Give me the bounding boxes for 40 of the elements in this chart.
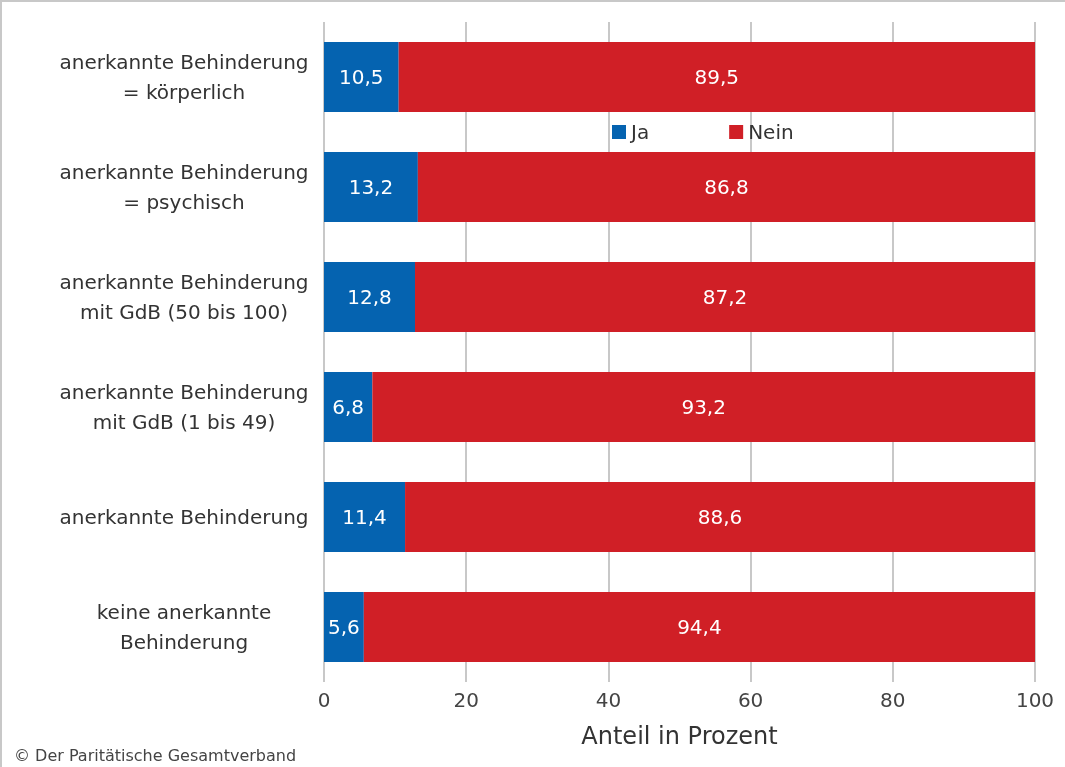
y-tick-label: anerkannte Behinderung = körperlich	[59, 50, 309, 104]
data-label: 93,2	[681, 395, 726, 419]
data-label: 10,5	[339, 65, 384, 89]
y-tick-label: anerkannte Behinderung mit GdB (1 bis 49)	[59, 380, 309, 434]
bar	[372, 372, 1035, 442]
bar	[324, 42, 399, 112]
bar	[324, 262, 416, 332]
bar	[324, 372, 373, 442]
x-tick-label: 100	[1015, 688, 1055, 712]
data-label: 13,2	[348, 175, 394, 199]
data-label: 86,8	[704, 175, 749, 199]
data-label: 87,2	[702, 285, 748, 309]
data-label: 12,8	[347, 285, 392, 309]
y-tick-label: anerkannte Behinderung	[59, 505, 309, 529]
x-tick-label: 40	[595, 688, 622, 712]
bar	[398, 42, 1035, 112]
bar	[324, 592, 364, 662]
data-label: 6,8	[332, 395, 365, 419]
bar	[324, 152, 418, 222]
bar	[363, 592, 1035, 662]
y-tick-label: anerkannte Behinderung = psychisch	[59, 160, 309, 214]
bar	[415, 262, 1035, 332]
y-tick-label: anerkannte Behinderung mit GdB (50 bis 100)	[59, 270, 309, 324]
y-tick-label: keine anerkannte Behinderung	[96, 600, 272, 654]
data-label: 94,4	[677, 615, 722, 639]
x-axis-title: Anteil in Prozent	[581, 722, 778, 750]
legend-label: Ja	[629, 120, 650, 144]
data-label: 11,4	[342, 505, 387, 529]
x-tick-label: 80	[880, 688, 906, 712]
data-label: 88,6	[697, 505, 743, 529]
data-label: 5,6	[328, 615, 360, 639]
x-tick-label: 0	[317, 688, 331, 712]
text: © Der Paritätische Gesamtverband	[14, 745, 297, 765]
bar	[324, 482, 406, 552]
x-tick-label: 60	[737, 688, 764, 712]
x-tick-label: 20	[453, 688, 479, 712]
legend-label: Nein	[748, 120, 794, 144]
bar	[405, 482, 1035, 552]
bar	[417, 152, 1035, 222]
data-label: 89,5	[694, 65, 740, 89]
